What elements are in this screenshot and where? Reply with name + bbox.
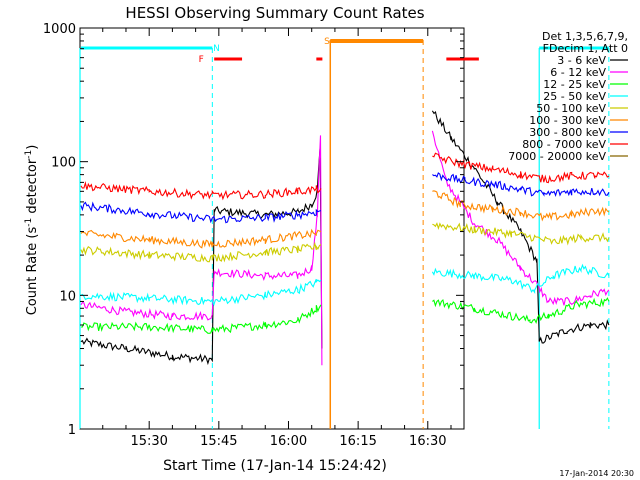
y-tick-label: 100	[51, 156, 76, 171]
flag-label-S: S	[324, 37, 330, 47]
series-line-3-0	[80, 278, 322, 307]
legend-header-1: Det 1,3,5,6,7,9,	[542, 30, 628, 43]
plot-area: NF S	[79, 37, 610, 429]
series-line-5-1	[432, 190, 610, 222]
y-tick-label: 1000	[43, 22, 76, 37]
timestamp: 17-Jan-2014 20:30	[559, 469, 634, 478]
flag-label-F: F	[199, 55, 204, 65]
series-line-2-1	[432, 297, 610, 324]
series-line-7-1	[432, 152, 610, 184]
x-tick-label: 15:45	[200, 434, 237, 449]
series-line-7-0	[80, 180, 322, 201]
series-line-6-1	[432, 172, 610, 197]
x-axis-label: Start Time (17-Jan-14 15:24:42)	[163, 458, 387, 474]
legend: Det 1,3,5,6,7,9,FDecim 1, Att 03 - 6 keV…	[508, 30, 628, 163]
series-line-4-1	[432, 222, 610, 246]
legend-label-0: 3 - 6 keV	[557, 54, 606, 67]
series-line-1-1	[431, 130, 610, 306]
plot-frame	[79, 27, 465, 430]
y-axis-label: Count Rate (s-1 detector-1)	[24, 145, 40, 316]
series-line-0-1	[431, 110, 610, 344]
axis-ticks: 15:30 15:45 16:00 16:15 16:30 1 10 100 1000	[43, 22, 464, 449]
legend-label-7: 800 - 7000 keV	[522, 138, 606, 151]
legend-label-8: 7000 - 20000 keV	[508, 150, 606, 163]
legend-label-3: 25 - 50 keV	[543, 90, 606, 103]
legend-label-2: 12 - 25 keV	[543, 78, 606, 91]
series-line-6-0	[80, 201, 322, 224]
flag-label-N: N	[213, 44, 220, 54]
series-line-3-1	[431, 263, 610, 294]
x-tick-label: 16:00	[270, 434, 307, 449]
legend-label-5: 100 - 300 keV	[529, 114, 606, 127]
series-line-2-0	[80, 304, 322, 334]
y-tick-label: 10	[59, 289, 76, 304]
x-tick-label: 16:30	[409, 434, 446, 449]
legend-header-2: FDecim 1, Att 0	[543, 42, 628, 55]
legend-label-4: 50 - 100 keV	[536, 102, 606, 115]
legend-label-1: 6 - 12 keV	[550, 66, 606, 79]
series-line-1-0	[80, 135, 323, 366]
legend-label-6: 300 - 800 keV	[529, 126, 606, 139]
series-line-5-0	[80, 228, 322, 249]
x-tick-label: 16:15	[339, 434, 376, 449]
x-tick-label: 15:30	[130, 434, 167, 449]
series-line-4-0	[80, 241, 322, 263]
chart-title: HESSI Observing Summary Count Rates	[125, 4, 424, 22]
y-tick-label: 1	[68, 423, 76, 438]
